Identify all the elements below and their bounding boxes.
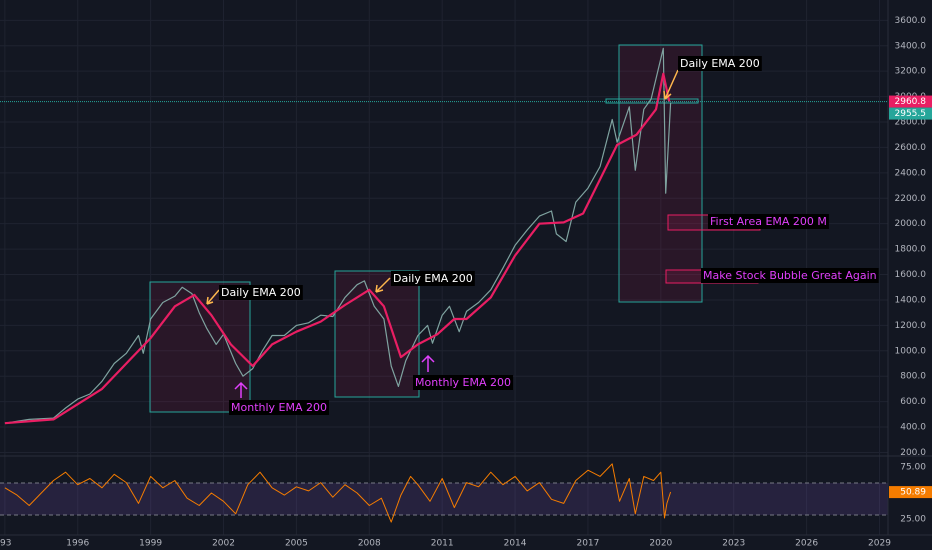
y-tick-label: 1800.0 bbox=[895, 245, 927, 255]
y-tick-label: 200.0 bbox=[900, 448, 926, 458]
x-tick-label: 2026 bbox=[795, 539, 818, 549]
arrows bbox=[206, 69, 679, 305]
y-tick-label: 2600.0 bbox=[895, 143, 927, 153]
annotation: Make Stock Bubble Great Again bbox=[703, 269, 877, 282]
x-tick-label: 2029 bbox=[868, 539, 891, 549]
labels: 200.0 400.0 600.0 800.0 1000.0 1200.0 1400.0 16… bbox=[0, 16, 932, 549]
y-tick-label: 1000.0 bbox=[895, 346, 927, 356]
y-tick-label: 400.0 bbox=[900, 423, 926, 433]
x-tick-label: 2002 bbox=[212, 539, 235, 549]
annotation: Monthly EMA 200 bbox=[415, 376, 511, 389]
grid bbox=[0, 0, 888, 535]
arrows bbox=[234, 354, 435, 398]
annotation: First Area EMA 200 M bbox=[710, 215, 827, 228]
arrow bbox=[206, 289, 220, 305]
range-box bbox=[605, 98, 699, 104]
x-tick-label: 2020 bbox=[649, 539, 672, 549]
x-tick-label: 1999 bbox=[139, 539, 162, 549]
annotation-bg bbox=[391, 271, 475, 286]
x-tick-label: 2011 bbox=[431, 539, 454, 549]
rsi-band bbox=[0, 483, 888, 515]
annotation: Daily EMA 200 bbox=[393, 272, 473, 285]
y-tick-label: 600.0 bbox=[900, 397, 926, 407]
x-tick-label: 2014 bbox=[504, 539, 527, 549]
x-tick-label: 2008 bbox=[358, 539, 381, 549]
annotation: Monthly EMA 200 bbox=[231, 401, 327, 414]
ema-tag bbox=[889, 107, 932, 120]
y-tick-label: 800.0 bbox=[900, 372, 926, 382]
x-tick-label: 2017 bbox=[576, 539, 599, 549]
arrow bbox=[663, 69, 679, 100]
annotation: Daily EMA 200 bbox=[680, 57, 760, 70]
ema-label: 2955.5 bbox=[895, 109, 927, 119]
y-tick-label: 3600.0 bbox=[895, 16, 927, 26]
rsi-line bbox=[4, 463, 672, 523]
annotation-bg bbox=[413, 375, 513, 390]
y-tick-label: 2000.0 bbox=[895, 219, 927, 229]
y-tick-label: 2200.0 bbox=[895, 194, 927, 204]
x-tick-label: 2023 bbox=[722, 539, 745, 549]
annotation-bg bbox=[701, 268, 879, 283]
ema-line bbox=[4, 72, 671, 425]
annotation: Daily EMA 200 bbox=[221, 286, 301, 299]
arrow bbox=[421, 354, 435, 372]
y-tick-label: 1200.0 bbox=[895, 321, 927, 331]
last-price-label: 2960.8 bbox=[895, 97, 927, 107]
y-tick-label: 1600.0 bbox=[895, 270, 927, 280]
y-tick-label: 2800.0 bbox=[895, 118, 927, 128]
marks bbox=[0, 47, 888, 523]
rsi-last-label: 50.89 bbox=[900, 488, 926, 498]
x-tick-label: 93 bbox=[0, 539, 11, 549]
rsi-tick-label: 25.00 bbox=[900, 514, 926, 524]
x-tick-label: 1996 bbox=[66, 539, 89, 549]
annotation-bg bbox=[229, 400, 329, 415]
y-tick-label: 2400.0 bbox=[895, 168, 927, 178]
y-tick-label: 1400.0 bbox=[895, 295, 927, 305]
y-tick-label: 3200.0 bbox=[895, 67, 927, 77]
annotation-bg bbox=[678, 56, 762, 71]
arrow bbox=[234, 381, 248, 398]
last-price-tag bbox=[889, 95, 932, 108]
annotation-bg bbox=[708, 214, 829, 229]
rsi-last-tag bbox=[889, 486, 932, 499]
y-tick-label: 3400.0 bbox=[895, 41, 927, 51]
x-tick-label: 2005 bbox=[285, 539, 308, 549]
price-line bbox=[4, 47, 672, 424]
rsi-tick-label: 75.00 bbox=[900, 463, 926, 473]
arrow bbox=[375, 277, 391, 293]
annotation-bg bbox=[219, 285, 303, 300]
